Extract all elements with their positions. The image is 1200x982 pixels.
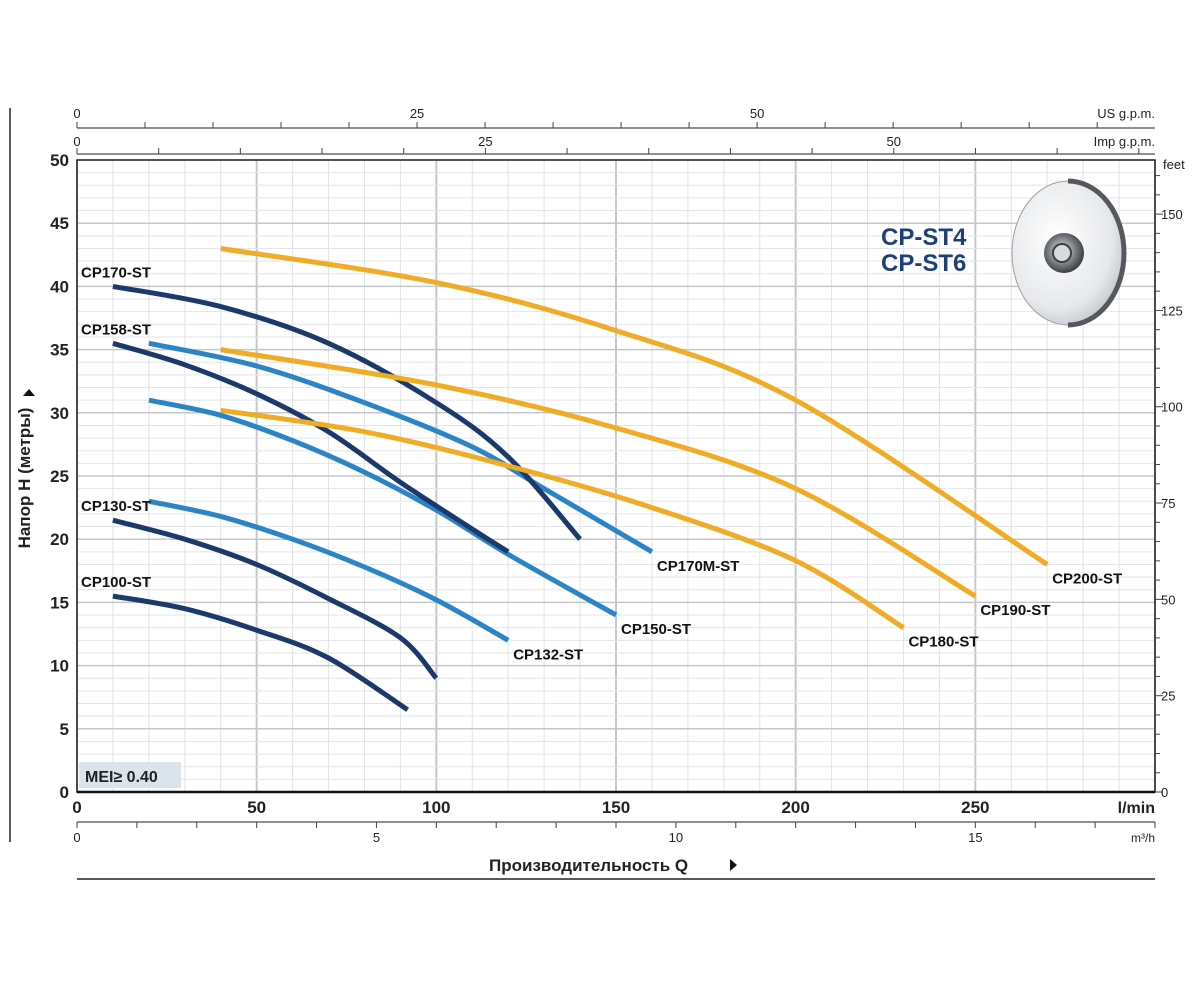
us-gpm-tick-label: 50	[750, 106, 764, 121]
feet-tick-label: 150	[1161, 207, 1183, 222]
performance-curves: CP100-ST CP130-ST CP132-ST CP150-ST CP158-ST…	[81, 246, 1122, 712]
us-gpm-unit-label: US g.p.m.	[1097, 106, 1155, 121]
y-tick-label: 25	[50, 467, 69, 486]
x-tick-label: 50	[247, 798, 266, 817]
x-unit-label: l/min	[1118, 800, 1155, 817]
curve-cp170m-st	[148, 340, 654, 554]
x-tick-label: 150	[602, 798, 630, 817]
feet-tick-label: 100	[1161, 400, 1183, 415]
feet-tick-label: 75	[1161, 496, 1175, 511]
curve-label-cp200-st: CP200-ST	[1052, 570, 1122, 587]
y-tick-label: 0	[60, 783, 69, 802]
m3h-unit-label: m³/h	[1131, 831, 1155, 845]
x-tick-label: 250	[961, 798, 989, 817]
chart-axes: 0 50 100 150 200 250 l/min05101520253035404550…	[9, 106, 1185, 880]
mei-badge-text: MEI≥ 0.40	[85, 769, 158, 786]
feet-tick-label: 50	[1161, 592, 1175, 607]
feet-tick-label: 25	[1161, 689, 1175, 704]
impeller-illustration	[1011, 178, 1127, 328]
imp-gpm-tick-label: 0	[73, 134, 80, 149]
x-tick-label: 0	[72, 798, 81, 817]
curve-label-cp180-st: CP180-ST	[908, 634, 978, 651]
imp-gpm-tick-label: 25	[478, 134, 492, 149]
curve-label-cp158-st: CP158-ST	[81, 321, 151, 338]
us-gpm-tick-label: 0	[73, 106, 80, 121]
curve-cp200-st	[220, 246, 1049, 567]
chart-title-line-2: CP-ST6	[881, 250, 966, 277]
y-tick-label: 45	[50, 214, 69, 233]
us-gpm-tick-label: 25	[410, 106, 424, 121]
curve-label-cp190-st: CP190-ST	[980, 602, 1050, 619]
curve-label-cp170m-st: CP170M-ST	[657, 558, 740, 575]
x-tick-label: 100	[422, 798, 450, 817]
y-tick-label: 20	[50, 530, 69, 549]
m3h-tick-label: 5	[373, 830, 380, 845]
curve-cp130-st	[112, 517, 439, 680]
curve-cp150-st	[148, 397, 618, 618]
feet-tick-label: 0	[1161, 785, 1168, 800]
mei-badge: MEI≥ 0.40	[79, 762, 181, 788]
chart-title-line-1: CP-ST4	[881, 224, 967, 251]
y-tick-label: 10	[50, 657, 69, 676]
curve-label-cp150-st: CP150-ST	[621, 621, 691, 638]
feet-tick-label: 125	[1161, 303, 1183, 318]
y-tick-label: 40	[50, 277, 69, 296]
x-axis-title: Производительность Q	[489, 856, 688, 875]
curve-cp180-st	[220, 407, 905, 630]
curve-cp170-st	[112, 283, 582, 541]
curve-label-cp170-st: CP170-ST	[81, 264, 151, 281]
x-tick-label: 200	[781, 798, 809, 817]
m3h-tick-label: 10	[669, 830, 683, 845]
y-tick-label: 50	[50, 151, 69, 170]
curve-cp132-st	[148, 498, 510, 643]
m3h-tick-label: 0	[73, 830, 80, 845]
curve-cp190-st	[220, 347, 977, 599]
y-axis-arrow-icon	[23, 389, 35, 396]
imp-gpm-tick-label: 50	[887, 134, 901, 149]
y-tick-label: 5	[60, 720, 69, 739]
curve-cp100-st	[112, 593, 409, 712]
chart-title: CP-ST4 CP-ST6	[881, 224, 967, 277]
y-tick-label: 15	[50, 593, 69, 612]
m3h-tick-label: 15	[968, 830, 982, 845]
y-tick-label: 30	[50, 404, 69, 423]
y-axis-title: Напор H (метры)	[15, 408, 34, 549]
x-axis-arrow-icon	[730, 859, 737, 871]
curve-label-cp130-st: CP130-ST	[81, 498, 151, 515]
chart-grid	[76, 159, 1156, 793]
imp-gpm-unit-label: Imp g.p.m.	[1094, 134, 1155, 149]
curve-label-cp132-st: CP132-ST	[513, 646, 583, 663]
curve-label-cp100-st: CP100-ST	[81, 574, 151, 591]
feet-unit-label: feet	[1163, 157, 1185, 172]
y-tick-label: 35	[50, 341, 69, 360]
curve-cp158-st	[112, 340, 510, 554]
